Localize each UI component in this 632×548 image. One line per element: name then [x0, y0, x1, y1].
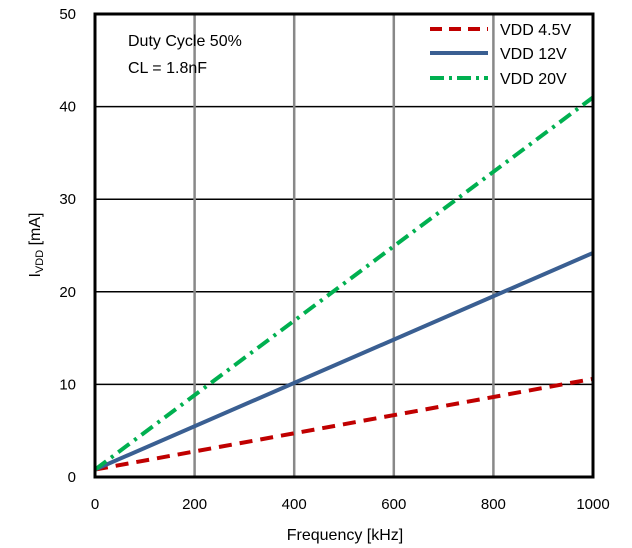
y-axis-title-main: I: [27, 273, 44, 277]
y-axis-title-sub: VDD: [34, 250, 46, 273]
x-tick-0: 0: [91, 496, 99, 513]
series-line-vdd-20v: [93, 95, 595, 472]
legend-label-vdd-12v: VDD 12V: [500, 46, 567, 63]
x-axis-title: Frequency [kHz]: [287, 527, 403, 544]
y-axis-title: IVDD [mA]: [27, 212, 46, 277]
y-tick-0: 0: [68, 469, 76, 486]
x-tick-600: 600: [381, 496, 406, 513]
series-line-vdd-12v: [94, 251, 594, 472]
x-tick-1000: 1000: [576, 496, 609, 513]
series-lines: [93, 95, 595, 472]
y-axis-title-unit: [mA]: [27, 212, 44, 249]
plot-frame: [93, 12, 595, 479]
series-line-vdd-4-5v: [94, 376, 594, 472]
y-tick-30: 30: [59, 191, 76, 208]
annotation-duty-cycle: Duty Cycle 50%: [128, 33, 242, 50]
y-tick-50: 50: [59, 6, 76, 23]
legend-label-vdd-20v: VDD 20V: [500, 71, 567, 88]
annotation-load-capacitance: CL = 1.8nF: [128, 60, 207, 77]
x-tick-labels: 0 200 400 600 800 1000: [91, 496, 610, 513]
y-tick-10: 10: [59, 376, 76, 393]
legend-label-vdd-4-5v: VDD 4.5V: [500, 22, 571, 39]
grid: [95, 14, 593, 477]
y-tick-40: 40: [59, 99, 76, 116]
legend: VDD 4.5V VDD 12V VDD 20V: [430, 22, 571, 88]
x-tick-200: 200: [182, 496, 207, 513]
y-tick-labels: 0 10 20 30 40 50: [59, 6, 76, 486]
x-tick-400: 400: [282, 496, 307, 513]
x-tick-800: 800: [481, 496, 506, 513]
y-tick-20: 20: [59, 284, 76, 301]
